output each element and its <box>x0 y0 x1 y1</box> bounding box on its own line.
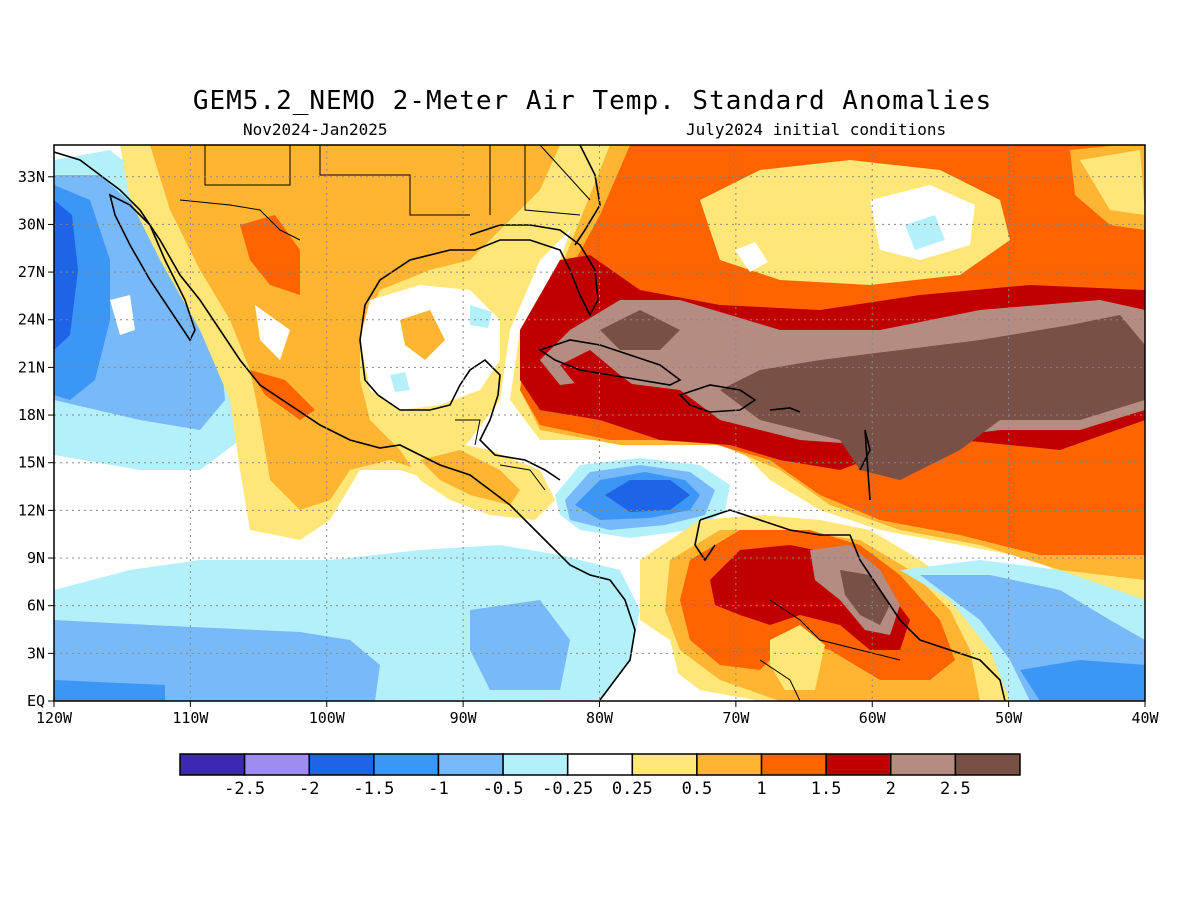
colorbar-swatch <box>760 753 827 776</box>
south-cool-strong <box>54 680 165 701</box>
atlantic-north-white-2 <box>735 242 768 272</box>
axis-ticks: 120W 110W 100W 90W 80W 70W 60W 50W 40W EQ 3N 6N 9N 12… <box>18 168 1160 727</box>
coastlines <box>54 145 1006 701</box>
colorbar-swatch <box>825 753 892 776</box>
colorbar-swatch <box>243 753 310 776</box>
lat-tick-label: EQ <box>27 692 45 710</box>
lon-tick-label: 120W <box>36 709 73 727</box>
mexico-coast-orange-2 <box>250 370 315 420</box>
lon-tick-label: 110W <box>172 709 209 727</box>
sa-warm-core <box>840 570 890 625</box>
gulf-light <box>470 305 492 328</box>
colorbar-label: -1.5 <box>353 779 394 799</box>
lat-tick-label: 18N <box>18 406 45 424</box>
lat-tick-label: 12N <box>18 501 45 519</box>
init-subtitle: July2024 initial conditions <box>686 120 947 139</box>
sa-white-patch <box>640 620 680 701</box>
atl-south-strong <box>1020 660 1145 701</box>
colorbar-label: -0.5 <box>483 779 524 799</box>
lat-tick-label: 9N <box>27 549 45 567</box>
colorbar-swatch <box>631 753 698 776</box>
lon-tick-label: 40W <box>1131 709 1159 727</box>
lat-tick-label: 30N <box>18 215 45 233</box>
colorbar-label: -0.25 <box>542 779 593 799</box>
lat-tick-label: 27N <box>18 263 45 281</box>
map-title: GEM5.2_NEMO 2-Meter Air Temp. Standard A… <box>192 86 993 116</box>
colorbar-swatch <box>502 753 569 776</box>
lon-tick-label: 70W <box>722 709 750 727</box>
anomaly-field <box>54 145 1145 701</box>
lon-tick-label: 80W <box>586 709 614 727</box>
colorbar: -2.5 -2 -1.5 -1 -0.5 -0.25 0.25 0.5 1 1.5 2 2.5 <box>179 753 1021 799</box>
colorbar-swatch <box>696 753 763 776</box>
colorbar-swatch <box>954 753 1021 776</box>
colorbar-swatch <box>437 753 504 776</box>
colorbar-swatch <box>179 753 246 776</box>
colorbar-label: 0.5 <box>682 779 713 799</box>
colorbar-swatch <box>566 753 634 776</box>
colorbar-label: 2.5 <box>940 779 971 799</box>
colorbar-swatch <box>890 753 957 776</box>
south-cool-mid-2 <box>470 600 570 690</box>
lat-tick-label: 15N <box>18 454 45 472</box>
colorbar-label: 1.5 <box>811 779 842 799</box>
gulf-light-2 <box>390 372 410 392</box>
baja-white <box>110 295 135 335</box>
gridlines <box>54 145 1145 701</box>
baja-white-2 <box>255 305 290 360</box>
lat-tick-label: 33N <box>18 168 45 186</box>
colorbar-label: 2 <box>886 779 896 799</box>
atlantic-north-red <box>900 145 1050 175</box>
lat-tick-label: 21N <box>18 358 45 376</box>
borders <box>179 145 901 701</box>
atlantic-north-cool <box>905 215 945 250</box>
period-subtitle: Nov2024-Jan2025 <box>243 120 388 139</box>
lon-tick-label: 50W <box>995 709 1023 727</box>
colorbar-label: 0.25 <box>612 779 653 799</box>
sa-yellow-patch <box>770 625 825 690</box>
lat-tick-label: 24N <box>18 311 45 329</box>
carib-cool-core <box>605 480 690 512</box>
mexico-coast-orange <box>240 215 300 295</box>
lat-tick-label: 3N <box>27 644 45 662</box>
lon-tick-label: 100W <box>309 709 346 727</box>
central-am-mid <box>420 450 520 505</box>
pacific-cool-core <box>54 200 78 350</box>
colorbar-label: -2 <box>299 779 319 799</box>
gulf-mid-warm <box>400 310 445 360</box>
colorbar-label: -1 <box>428 779 448 799</box>
atlantic-core <box>720 315 1145 480</box>
colorbar-label: 1 <box>756 779 766 799</box>
lat-tick-label: 6N <box>27 597 45 615</box>
lon-tick-label: 60W <box>859 709 887 727</box>
colorbar-swatch <box>308 753 375 776</box>
colorbar-swatch <box>373 753 440 776</box>
south-cool-mid <box>54 620 380 701</box>
atlantic-north-yellow <box>1080 150 1145 215</box>
lon-tick-label: 90W <box>450 709 478 727</box>
colorbar-label: -2.5 <box>224 779 265 799</box>
